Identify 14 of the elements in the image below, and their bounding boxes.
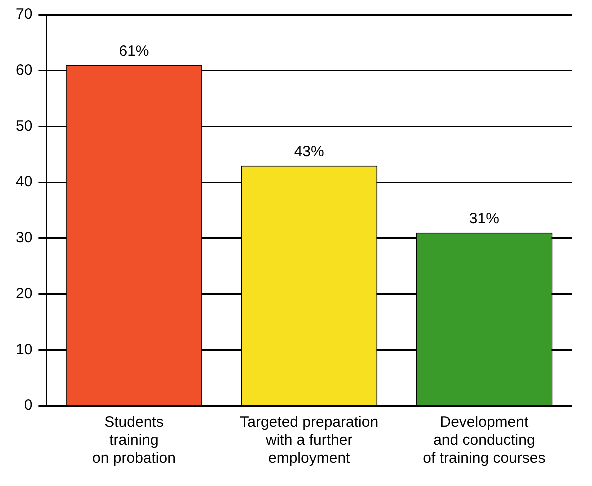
data-label: 43% <box>294 143 324 160</box>
y-tick-label: 70 <box>16 6 33 24</box>
y-tick-label: 10 <box>16 341 33 358</box>
data-label: 61% <box>119 42 150 60</box>
y-tick-label: 40 <box>16 174 33 191</box>
data-label: 31% <box>469 210 500 228</box>
x-tick-label: Targeted preparation with a further employment <box>240 414 379 468</box>
x-tick-label: Students training on probation <box>92 414 176 468</box>
y-tick-label: 60 <box>16 62 33 79</box>
y-tick-label: 30 <box>16 230 33 247</box>
y-tick-label: 0 <box>24 397 33 414</box>
y-tick-label: 20 <box>16 285 33 302</box>
x-tick-label: Development and conducting of training courses <box>423 414 546 468</box>
y-tick-label: 50 <box>16 118 33 135</box>
